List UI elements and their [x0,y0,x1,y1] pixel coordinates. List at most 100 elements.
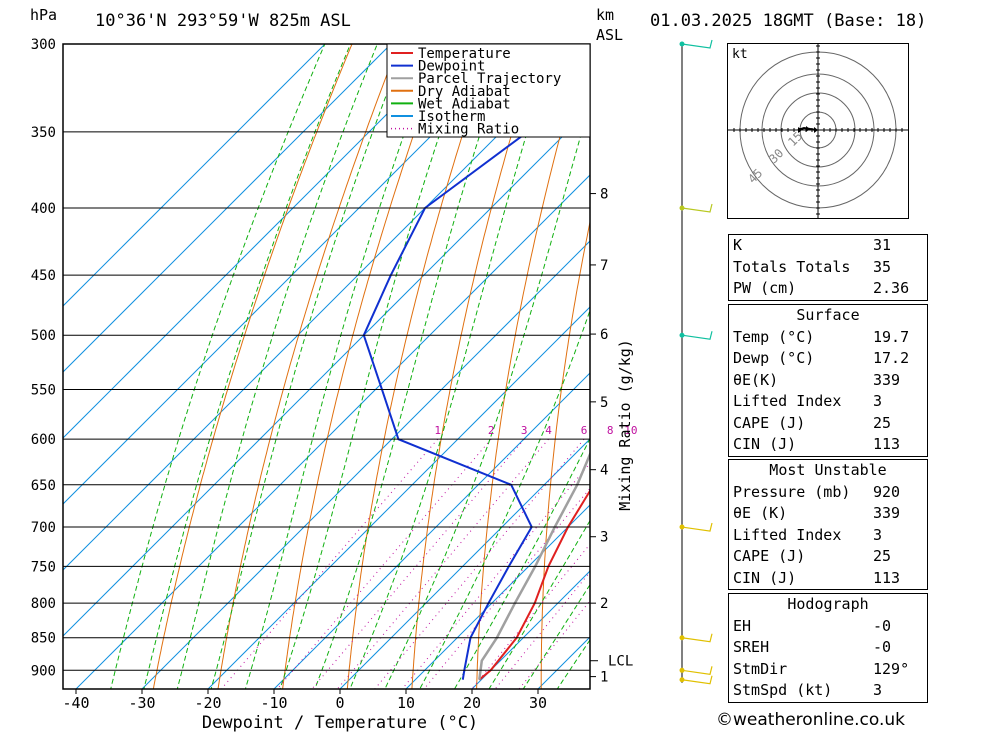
pw-label: PW (cm) [733,279,797,297]
wet-adiabat-line [556,639,590,689]
pressure-tick-label: 300 [31,37,56,53]
surface-cape-label: CAPE (J) [733,413,806,432]
km-label: km [596,6,615,24]
legend-entry: Dry Adiabat [418,84,511,100]
legend-entry: Isotherm [418,109,485,125]
mixing-ratio-label: 3 [521,424,528,437]
parcel-trajectory-profile [478,451,590,680]
sreh-label: SREH [733,638,770,656]
height-tick-label: 8 [600,187,608,203]
pw-value: 2.36 [873,279,910,297]
dry-adiabat-line [346,44,493,689]
wind-barb [681,39,713,49]
height-tick-label: 7 [600,258,608,274]
wet-adiabat-line [279,44,472,689]
pressure-tick-label: 900 [31,663,56,679]
wet-adiabat-line [488,519,590,689]
x-tick-label: -20 [194,694,221,712]
wind-barb [681,666,713,675]
mu-cape-value: 25 [873,547,892,565]
pressure-tick-label: 700 [31,520,56,536]
mixing-ratio-label: 8 [607,424,614,437]
pressure-tick-label: 350 [31,125,56,141]
mixing-ratio-label: 2 [488,424,495,437]
wet-adiabat-line [176,44,378,689]
pressure-unit-label: hPa [30,6,58,24]
mu-theta-label: θE (K) [733,504,788,522]
hodograph-marker [798,127,802,133]
x-tick-label: 10 [397,694,415,712]
totals-totals-label: Totals Totals [733,257,851,276]
isotherm-line [339,438,590,689]
surface-table: Surface Temp (°C) 19.7 Dewp (°C) 17.2 θE(K… [728,304,928,457]
x-tick-label: 0 [335,694,344,712]
pressure-tick-label: 750 [31,559,56,575]
height-tick-label: 3 [600,530,608,546]
sreh-value: -0 [873,638,892,656]
hodograph-unit-label: kt [732,47,748,62]
credit-link[interactable]: ©weatheronline.co.uk [716,710,906,730]
isotherm-line [405,504,590,689]
wet-adiabat-line [419,309,590,689]
asl-label: ASL [596,26,624,44]
surface-dewp-value: 17.2 [873,349,910,367]
mu-li-label: Lifted Index [733,525,842,544]
hodograph-table: Hodograph EH -0 SREH -0 StmDir 129° StmSpd … [728,593,928,703]
wet-adiabat-line [110,44,326,689]
stmdir-value: 129° [873,659,910,678]
wind-barb-column [679,39,713,685]
pressure-tick-label: 850 [31,631,56,647]
lcl-label: LCL [608,654,633,670]
mixing-ratio-label: 1 [434,424,441,437]
mu-pressure-value: 920 [873,482,901,501]
surface-temp-value: 19.7 [873,327,910,346]
legend-entry: Wet Adiabat [418,96,511,112]
mixing-ratio-line [401,462,590,689]
wind-barb [681,675,713,685]
x-tick-label: -30 [128,694,155,712]
temperature-profile [478,488,590,681]
dry-adiabat-line [540,219,590,689]
most-unstable-title: Most Unstable [769,461,887,479]
hodograph-table-title: Hodograph [787,595,869,613]
location-title: 10°36'N 293°59'W 825m ASL [95,11,351,31]
wind-barb [681,331,713,340]
indices-table: K 31 Totals Totals 35 PW (cm) 2.36 [728,234,928,301]
wet-adiabat-line [522,583,590,689]
surface-cin-value: 113 [873,435,901,453]
plot-frame [62,43,591,690]
wind-barb [681,522,713,532]
surface-li-value: 3 [873,392,883,410]
height-tick-label: 1 [600,670,608,686]
eh-label: EH [733,616,752,635]
surface-li-label: Lifted Index [733,392,842,410]
legend-box [386,43,591,138]
wind-barb [681,633,713,643]
pressure-tick-label: 800 [31,596,56,612]
pressure-tick-label: 500 [31,328,56,344]
wet-adiabat-line [453,437,590,689]
mixing-ratio-line [336,438,549,689]
surface-dewp-label: Dewp (°C) [733,349,815,367]
dry-adiabat-line [411,44,540,689]
wet-adiabat-line [143,44,352,689]
surface-cape-value: 25 [873,413,892,432]
isotherm-line [63,44,326,307]
legend-entry: Dewpoint [418,59,485,75]
dry-adiabat-line [217,44,400,689]
x-tick-label: -10 [260,694,287,712]
mixing-ratio-line [374,438,585,689]
most-unstable-table: Most Unstable Pressure (mb) 920 θE (K) 339… [728,459,928,590]
stmspd-label: StmSpd (kt) [733,681,833,699]
legend-entry: Mixing Ratio [418,122,519,138]
k-value: 31 [873,236,892,254]
x-tick-label: 30 [529,694,547,712]
datetime-title: 01.03.2025 18GMT (Base: 18) [650,11,927,31]
isotherm-line [471,570,590,689]
mu-theta-value: 339 [873,504,901,522]
mixing-ratio-label: 10 [624,424,637,437]
hodograph-marker [806,126,810,132]
mu-cin-value: 113 [873,568,901,587]
wet-adiabat-line [314,44,510,689]
totals-totals-value: 35 [873,257,892,276]
